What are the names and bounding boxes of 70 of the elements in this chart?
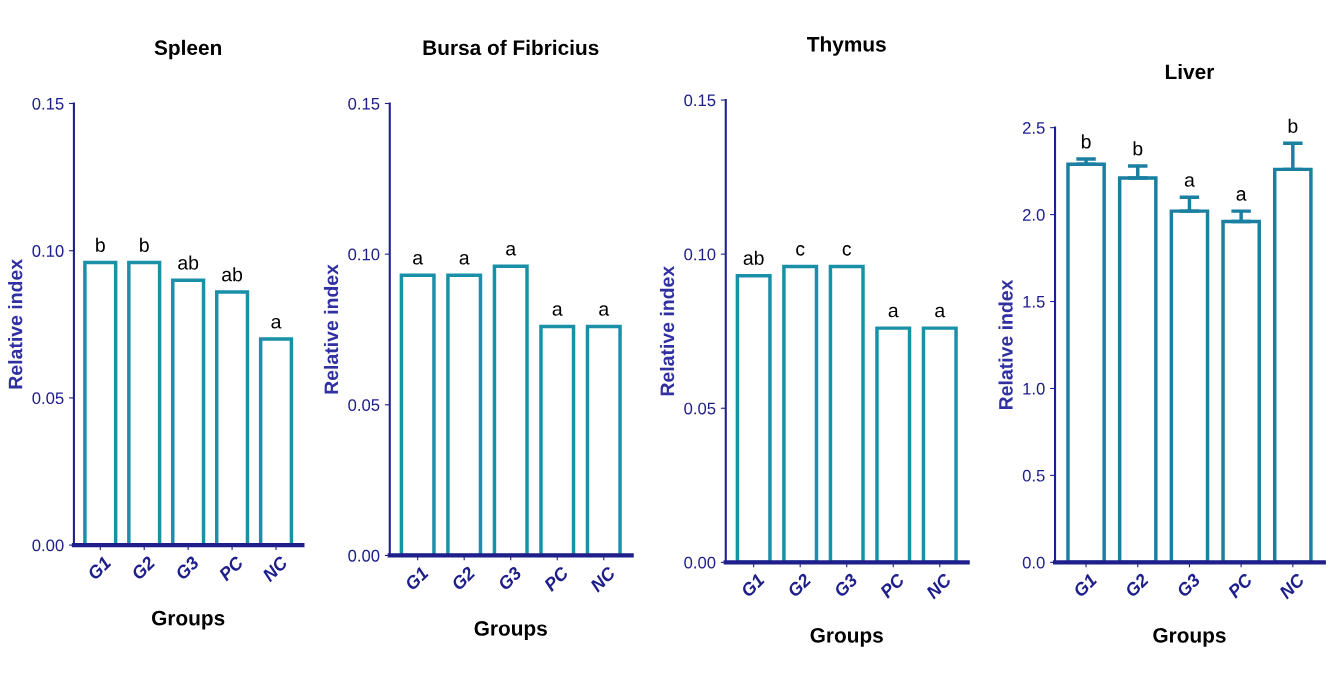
annotation: a: [1184, 176, 1195, 187]
y-axis-title: Relative index: [659, 265, 675, 396]
chart-title: Spleen: [154, 39, 222, 60]
y-tick-label: 0.05: [348, 399, 380, 411]
annotation: b: [1133, 141, 1143, 156]
annotation: b: [1081, 134, 1091, 149]
annotation: b: [1288, 118, 1298, 133]
y-tick-label: 0.00: [684, 556, 716, 569]
annotation: c: [796, 245, 805, 256]
y-tick-label: 0.00: [348, 549, 380, 562]
y-tick-label: 0.05: [684, 402, 716, 415]
y-tick-label: 1.5: [1023, 296, 1045, 308]
y-tick-label: 2.5: [1022, 122, 1045, 134]
x-tick-label: NC: [1278, 572, 1306, 600]
x-tick-label: G2: [786, 572, 812, 598]
y-axis-title: Relative index: [323, 264, 339, 394]
x-axis-title: Groups: [1153, 627, 1226, 647]
annotation: a: [413, 253, 424, 265]
x-axis-title: Groups: [151, 610, 225, 630]
y-tick-label: 0.15: [348, 97, 380, 110]
y-tick-label: 0.0: [1022, 556, 1045, 569]
y-tick-label: 1.0: [1023, 382, 1045, 395]
annotation: ab: [743, 250, 764, 265]
y-tick-label: 0.05: [32, 392, 64, 405]
x-tick-label: PC: [542, 565, 570, 593]
annotation: a: [1236, 190, 1247, 201]
x-tick-label: NC: [261, 555, 289, 583]
y-tick-label: 0.10: [684, 248, 716, 261]
x-tick-label: G3: [833, 572, 859, 598]
x-axis-title: Groups: [474, 621, 547, 640]
y-axis-title: Relative index: [8, 259, 23, 389]
annotation: a: [935, 306, 946, 318]
x-tick-label: G1: [86, 555, 112, 581]
x-tick-label: G2: [450, 565, 476, 591]
chart-title: Liver: [1165, 63, 1215, 80]
chart-title: Thymus: [807, 36, 886, 56]
x-tick-label: NC: [589, 565, 617, 593]
y-tick-label: 0.00: [32, 539, 64, 552]
x-axis-title: Groups: [810, 627, 883, 647]
x-tick-label: G1: [740, 573, 765, 598]
x-tick-label: PC: [217, 555, 245, 582]
y-tick-label: 0.15: [684, 94, 716, 107]
y-tick-label: 0.5: [1022, 469, 1045, 482]
annotation: a: [599, 305, 610, 316]
annotation: ab: [222, 267, 243, 282]
annotation: c: [842, 245, 852, 256]
x-tick-label: G2: [130, 555, 157, 581]
annotation: a: [552, 305, 563, 316]
x-tick-label: G3: [1175, 572, 1202, 598]
x-tick-label: G1: [1072, 573, 1098, 598]
x-tick-label: G1: [404, 566, 429, 591]
annotation: a: [459, 253, 470, 265]
x-tick-label: G3: [497, 565, 523, 591]
annotation: a: [506, 244, 517, 256]
x-tick-label: PC: [878, 572, 906, 599]
annotation: a: [271, 317, 282, 329]
x-tick-label: PC: [1226, 572, 1254, 599]
x-tick-label: G3: [174, 555, 200, 581]
y-axis-title: Relative index: [998, 279, 1013, 410]
y-tick-label: 0.10: [32, 245, 64, 257]
y-tick-label: 2.0: [1022, 208, 1045, 221]
y-tick-label: 0.10: [348, 248, 380, 261]
annotation: ab: [178, 255, 199, 270]
annotation: a: [888, 306, 899, 318]
annotation: b: [140, 237, 149, 253]
y-tick-label: 0.15: [32, 97, 64, 110]
chart-title: Bursa of Fibricius: [423, 39, 599, 56]
x-tick-label: NC: [925, 572, 953, 600]
annotation: b: [96, 237, 105, 253]
x-tick-label: G2: [1124, 572, 1150, 598]
